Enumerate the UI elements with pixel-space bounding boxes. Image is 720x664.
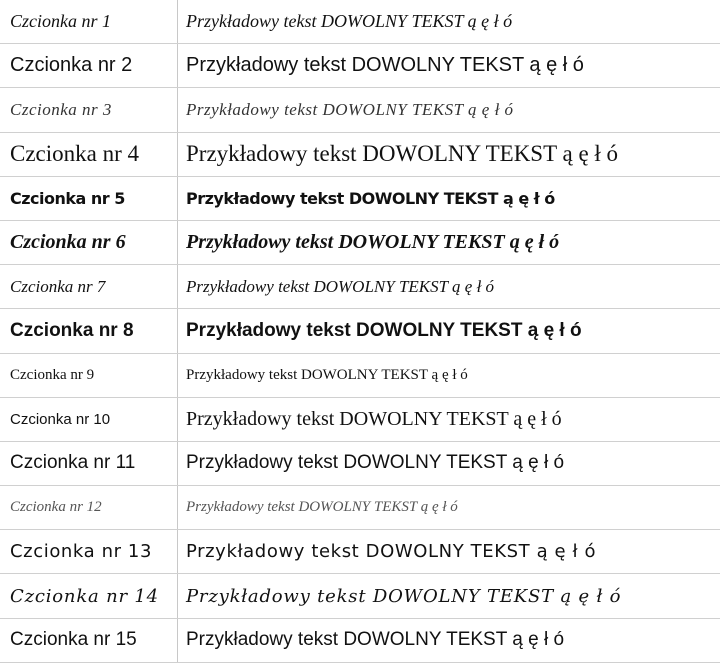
- font-label: Czcionka nr 5: [0, 176, 178, 221]
- font-label: Czcionka nr 9: [0, 353, 178, 398]
- font-row: Czcionka nr 3 Przykładowy tekst DOWOLNY T…: [0, 87, 720, 133]
- font-sample: Przykładowy tekst DOWOLNY TEKST ą ę ł ó: [177, 264, 720, 310]
- font-row: Czcionka nr 1 Przykładowy tekst DOWOLNY T…: [0, 0, 720, 45]
- font-row: Czcionka nr 2 Przykładowy tekst DOWOLNY T…: [0, 43, 720, 89]
- font-label: Czcionka nr 13: [0, 529, 178, 575]
- font-row: Czcionka nr 9 Przykładowy tekst DOWOLNY T…: [0, 353, 720, 398]
- font-sample: Przykładowy tekst DOWOLNY TEKST ą ę ł ó: [177, 308, 720, 354]
- font-label: Czcionka nr 4: [0, 132, 178, 177]
- font-row: Czcionka nr 13 Przykładowy tekst DOWOLNY …: [0, 529, 720, 575]
- font-sample: Przykładowy tekst DOWOLNY TEKST ą ę ł ó: [177, 485, 720, 531]
- font-row: Czcionka nr 14 Przykładowy tekst DOWOLNY …: [0, 573, 720, 619]
- font-label: Czcionka nr 3: [0, 87, 178, 133]
- font-sample: Przykładowy tekst DOWOLNY TEKST ą ę ł ó: [177, 441, 720, 487]
- font-label: Czcionka nr 10: [0, 397, 178, 442]
- font-label: Czcionka nr 11: [0, 441, 178, 487]
- font-sample: Przykładowy tekst DOWOLNY TEKST ą ę ł ó: [177, 220, 720, 266]
- font-sample: Przykładowy tekst DOWOLNY TEKST ą ę ł ó: [177, 353, 720, 398]
- font-row: Czcionka nr 8 Przykładowy tekst DOWOLNY T…: [0, 308, 720, 354]
- font-sample: Przykładowy tekst DOWOLNY TEKST ą ę ł ó: [177, 0, 720, 45]
- font-row: Czcionka nr 5 Przykładowy tekst DOWOLNY T…: [0, 176, 720, 221]
- font-label: Czcionka nr 14: [0, 573, 178, 619]
- font-label: Czcionka nr 1: [0, 0, 178, 45]
- font-label: Czcionka nr 15: [0, 618, 178, 663]
- font-sample: Przykładowy tekst DOWOLNY TEKST ą ę ł ó: [177, 529, 720, 575]
- font-row: Czcionka nr 4 Przykładowy tekst DOWOLNY T…: [0, 132, 720, 177]
- font-row: Czcionka nr 6 Przykładowy tekst DOWOLNY T…: [0, 220, 720, 266]
- font-sample: Przykładowy tekst DOWOLNY TEKST ą ę ł ó: [177, 397, 720, 442]
- font-sample: Przykładowy tekst DOWOLNY TEKST ą ę ł ó: [177, 573, 720, 619]
- font-sample: Przykładowy tekst DOWOLNY TEKST ą ę ł ó: [177, 132, 720, 177]
- font-row: Czcionka nr 10 Przykładowy tekst DOWOLNY …: [0, 397, 720, 442]
- font-label: Czcionka nr 12: [0, 485, 178, 531]
- font-label: Czcionka nr 6: [0, 220, 178, 266]
- font-sample: Przykładowy tekst DOWOLNY TEKST ą ę ł ó: [177, 87, 720, 133]
- font-row: Czcionka nr 15 Przykładowy tekst DOWOLNY …: [0, 618, 720, 663]
- font-row: Czcionka nr 11 Przykładowy tekst DOWOLNY …: [0, 441, 720, 487]
- font-label: Czcionka nr 2: [0, 43, 178, 89]
- font-label: Czcionka nr 8: [0, 308, 178, 354]
- font-row: Czcionka nr 7 Przykładowy tekst DOWOLNY T…: [0, 264, 720, 310]
- font-row: Czcionka nr 12 Przykładowy tekst DOWOLNY …: [0, 485, 720, 531]
- font-sample: Przykładowy tekst DOWOLNY TEKST ą ę ł ó: [177, 43, 720, 89]
- font-sample: Przykładowy tekst DOWOLNY TEKST ą ę ł ó: [177, 618, 720, 663]
- font-sample: Przykładowy tekst DOWOLNY TEKST ą ę ł ó: [177, 176, 720, 221]
- font-label: Czcionka nr 7: [0, 264, 178, 310]
